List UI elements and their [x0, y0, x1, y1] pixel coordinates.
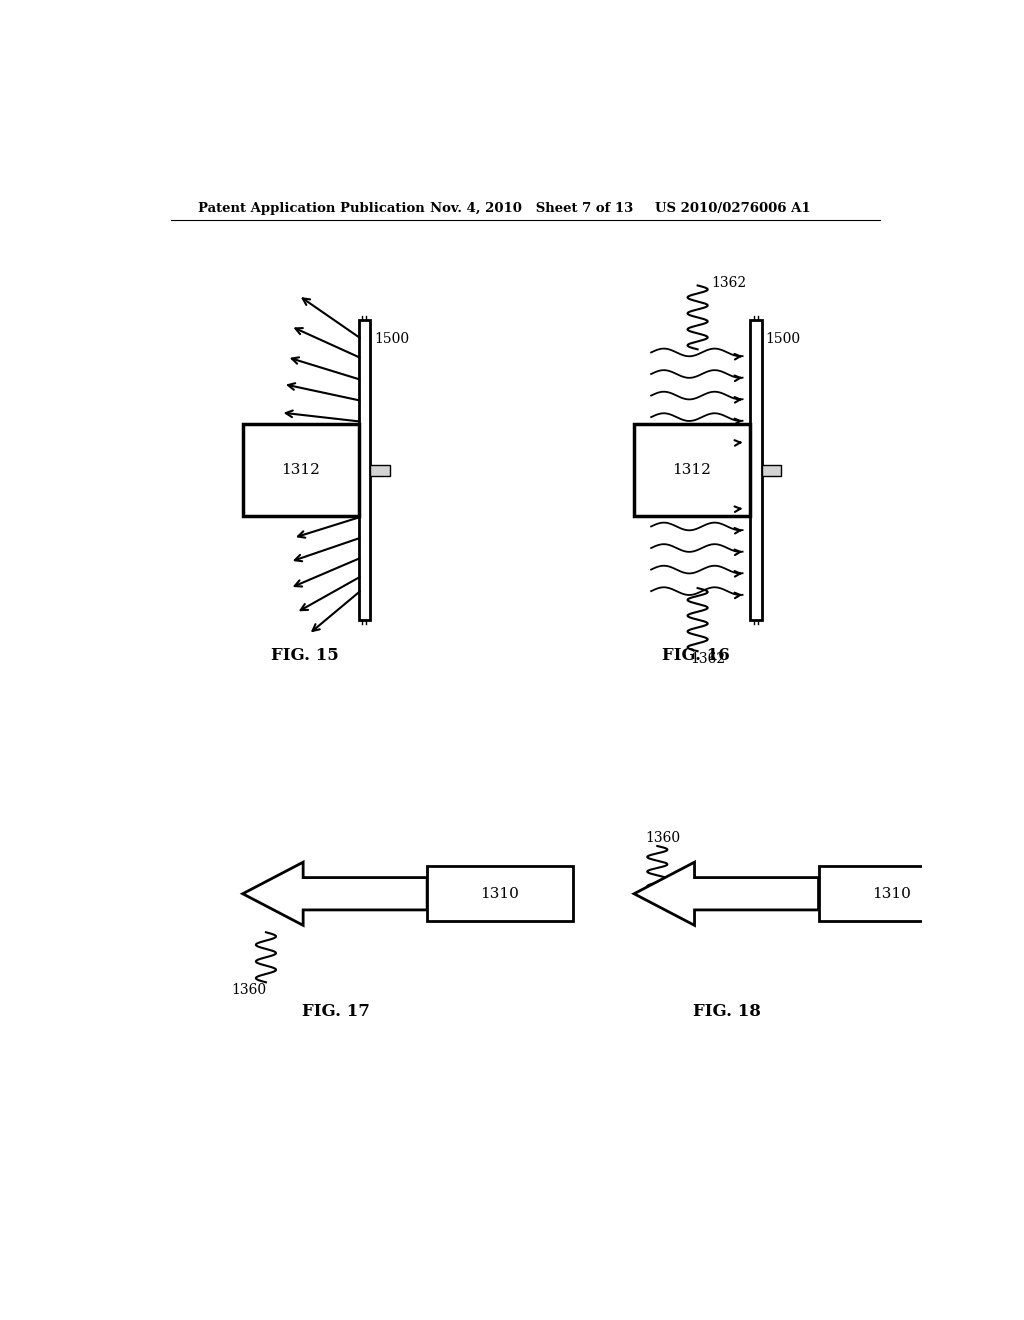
Text: FIG. 18: FIG. 18	[693, 1003, 761, 1020]
Bar	[634, 424, 750, 516]
Text: 1312: 1312	[282, 463, 321, 478]
Bar	[762, 465, 781, 475]
Bar	[243, 424, 358, 516]
Bar	[427, 866, 572, 921]
Bar	[750, 321, 762, 620]
Text: FIG. 15: FIG. 15	[270, 647, 339, 664]
Text: FIG. 16: FIG. 16	[663, 647, 730, 664]
Text: Nov. 4, 2010   Sheet 7 of 13: Nov. 4, 2010 Sheet 7 of 13	[430, 202, 634, 215]
Text: US 2010/0276006 A1: US 2010/0276006 A1	[655, 202, 811, 215]
Text: 1362: 1362	[712, 276, 746, 290]
Bar	[371, 465, 389, 475]
Text: 1500: 1500	[765, 333, 801, 346]
Bar	[818, 866, 965, 921]
Text: 1360: 1360	[646, 830, 681, 845]
Polygon shape	[243, 862, 427, 925]
Text: 1360: 1360	[231, 983, 266, 997]
Text: 1310: 1310	[872, 887, 910, 900]
Polygon shape	[634, 862, 818, 925]
Text: 1310: 1310	[480, 887, 519, 900]
Text: 1500: 1500	[374, 333, 410, 346]
Text: Patent Application Publication: Patent Application Publication	[198, 202, 425, 215]
Text: 1362: 1362	[690, 652, 725, 665]
Text: 1312: 1312	[673, 463, 712, 478]
Bar	[358, 321, 371, 620]
Text: FIG. 17: FIG. 17	[302, 1003, 370, 1020]
